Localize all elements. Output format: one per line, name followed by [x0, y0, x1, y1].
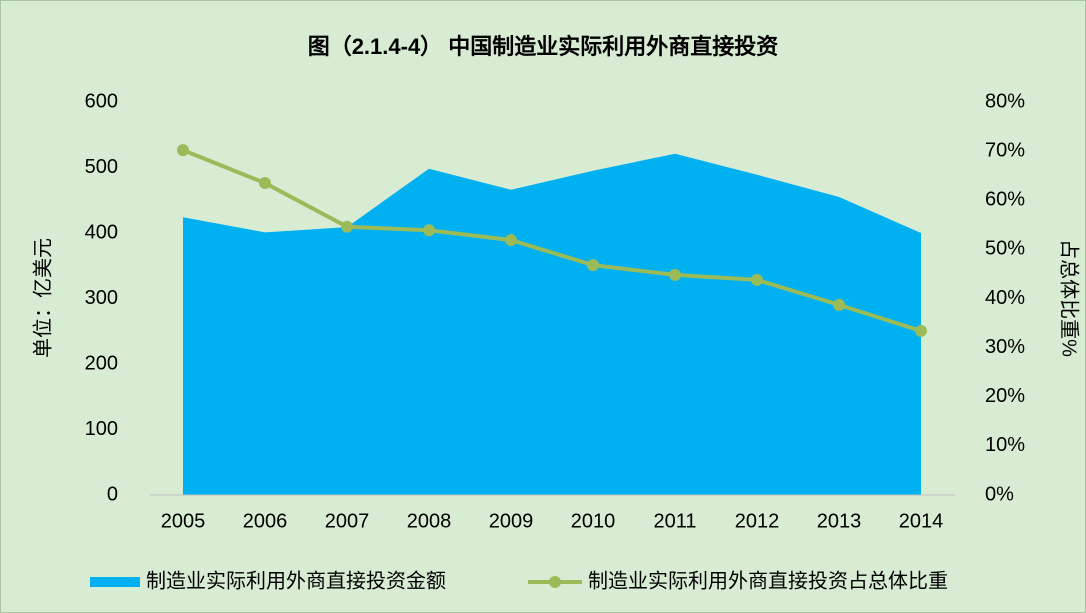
line-marker [341, 220, 353, 233]
legend-marker [549, 576, 561, 588]
y-tick-label: 500 [85, 156, 118, 178]
y2-tick-label: 80% [985, 90, 1025, 112]
line-marker [587, 259, 599, 272]
line-marker [669, 268, 681, 281]
y2-tick-label: 20% [985, 385, 1025, 407]
y-tick-label: 0 [107, 483, 118, 505]
y2-tick-label: 30% [985, 336, 1025, 358]
x-tick-label: 2012 [735, 510, 780, 532]
line-marker [833, 298, 845, 311]
x-tick-label: 2010 [571, 510, 616, 532]
line-marker [751, 273, 763, 286]
y2-tick-label: 50% [985, 238, 1025, 260]
x-tick-label: 2013 [817, 510, 862, 532]
line-marker [505, 234, 517, 247]
y2-axis-label: 占总体比重% [1058, 239, 1081, 357]
x-tick-label: 2009 [489, 510, 534, 532]
line-marker [259, 177, 271, 190]
y2-tick-label: 0% [985, 483, 1014, 505]
y2-tick-label: 10% [985, 434, 1025, 456]
legend-swatch [90, 577, 140, 587]
x-tick-label: 2007 [325, 510, 370, 532]
y-tick-label: 400 [85, 221, 118, 243]
x-tick-label: 2011 [653, 510, 696, 532]
chart-title: 图（2.1.4-4） 中国制造业实际利用外商直接投资 [308, 34, 779, 59]
y-tick-label: 100 [85, 418, 118, 440]
line-marker [177, 144, 189, 157]
legend-label: 制造业实际利用外商直接投资占总体比重 [588, 569, 948, 592]
area [183, 153, 921, 495]
line [182, 148, 922, 333]
legend-label: 制造业实际利用外商直接投资金额 [146, 569, 446, 592]
x-tick-label: 2008 [407, 510, 452, 532]
y-tick-label: 300 [85, 287, 118, 309]
y-axis-label: 单位：亿美元 [31, 238, 54, 358]
x-tick-label: 2014 [899, 510, 944, 532]
line-marker [915, 324, 927, 337]
y-tick-label: 200 [85, 352, 118, 374]
x-tick-label: 2005 [161, 510, 206, 532]
y2-tick-label: 60% [985, 189, 1025, 211]
line-marker [423, 224, 435, 237]
x-tick-label: 2006 [243, 510, 288, 532]
y-tick-label: 600 [85, 90, 118, 112]
y2-tick-label: 40% [985, 287, 1025, 309]
y2-tick-label: 70% [985, 139, 1025, 161]
